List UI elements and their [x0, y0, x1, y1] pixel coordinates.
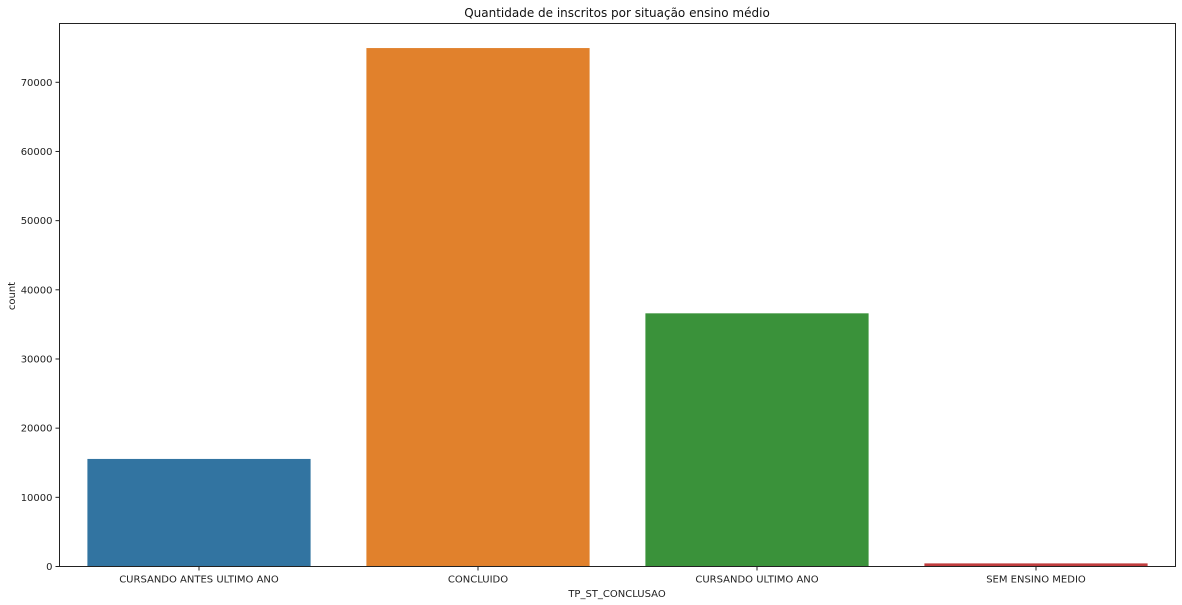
- y-tick-label: 70000: [21, 78, 53, 89]
- y-tick-label: 50000: [21, 216, 53, 227]
- y-tick-label: 0: [46, 562, 52, 573]
- bar-sem-ensino-medio: [924, 563, 1148, 567]
- x-tick-label: CURSANDO ANTES ULTIMO ANO: [119, 575, 279, 586]
- y-tick-label: 40000: [21, 285, 53, 296]
- y-tick-label: 60000: [21, 147, 53, 158]
- y-axis: 0 10000 20000 30000 40000 50000 60000 70000: [21, 78, 60, 573]
- y-tick-label: 30000: [21, 354, 53, 365]
- bar-cursando-antes-ultimo-ano: [87, 458, 311, 567]
- chart-title: Quantidade de inscritos por situação ens…: [464, 6, 770, 20]
- x-tick-label: CONCLUIDO: [448, 575, 508, 586]
- y-axis-label: count: [7, 282, 18, 310]
- x-axis-label: TP_ST_CONCLUSAO: [567, 589, 666, 600]
- x-tick-label: SEM ENSINO MEDIO: [986, 575, 1086, 586]
- plot-frame: [59, 23, 1176, 567]
- y-tick-label: 20000: [21, 424, 53, 435]
- bar-cursando-ultimo-ano: [645, 313, 869, 567]
- y-tick-label: 10000: [21, 493, 53, 504]
- bar-concluido: [366, 48, 590, 567]
- x-axis: CURSANDO ANTES ULTIMO ANO CONCLUIDO CURSAN…: [119, 566, 1086, 586]
- x-tick-label: CURSANDO ULTIMO ANO: [695, 575, 818, 586]
- bars-group: [87, 48, 1148, 567]
